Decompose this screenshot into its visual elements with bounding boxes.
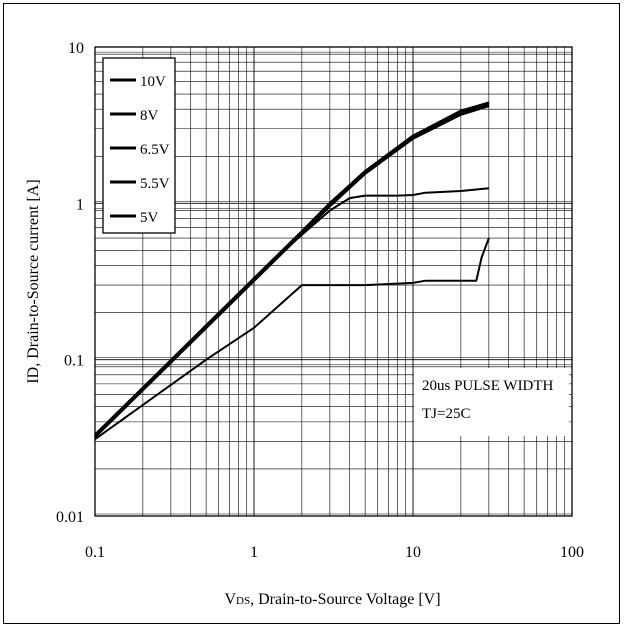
x-axis-label-prefix: V xyxy=(224,591,236,608)
plot-border xyxy=(94,46,573,517)
annotation-line-2: TJ=25C xyxy=(422,406,470,422)
legend-box xyxy=(102,57,176,234)
legend-label: 6.5V xyxy=(140,142,170,158)
x-tick-label: 100 xyxy=(560,544,584,561)
legend: 10V 8V 6.5V 5.5V 5V xyxy=(102,57,176,234)
series-line-5-5V xyxy=(94,187,489,436)
x-axis-label-subscript: DS xyxy=(236,595,250,607)
series-line-5V xyxy=(94,237,490,441)
x-tick-label: 10 xyxy=(405,544,421,561)
legend-label: 5V xyxy=(140,210,159,226)
y-tick-label: 1 xyxy=(76,196,84,213)
y-tick-label: 0.01 xyxy=(56,509,84,526)
legend-label: 5.5V xyxy=(140,176,170,192)
legend-label: 8V xyxy=(140,108,159,124)
y-tick-label: 10 xyxy=(68,40,84,57)
x-axis-label-rest: , Drain-to-Source Voltage [V] xyxy=(250,591,440,608)
y-axis-label: ID, Drain-to-Source current [A] xyxy=(25,179,42,383)
y-tick-label: 0.1 xyxy=(64,353,84,370)
tick-labels: 0.1 1 10 100 0.01 0.1 1 10 xyxy=(56,40,584,561)
x-tick-label: 0.1 xyxy=(85,544,105,561)
x-tick-label: 1 xyxy=(250,544,258,561)
legend-label: 10V xyxy=(140,74,166,90)
series-line-6-5V xyxy=(94,104,490,438)
series-lines xyxy=(94,101,490,441)
annotation-background xyxy=(414,368,569,436)
annotation-line-1: 20us PULSE WIDTH xyxy=(422,378,554,394)
annotation-box: 20us PULSE WIDTH TJ=25C xyxy=(414,368,569,436)
x-axis-label: VDS, Drain-to-Source Voltage [V] xyxy=(224,591,440,608)
